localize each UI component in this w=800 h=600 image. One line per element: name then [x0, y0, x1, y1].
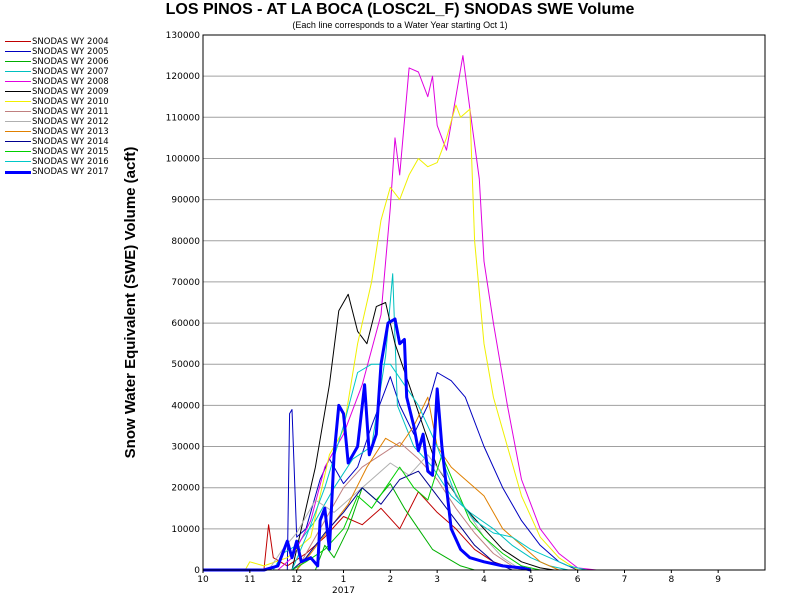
y-tick-label: 120000 — [166, 72, 201, 82]
legend-label: SNODAS WY 2015 — [32, 147, 109, 157]
legend-item: SNODAS WY 2013 — [5, 127, 155, 137]
series-line-snodas-wy-2008 — [203, 55, 597, 571]
y-tick-label: 30000 — [171, 443, 200, 453]
series-line-snodas-wy-2013 — [203, 396, 560, 571]
y-axis-label: Snow Water Equivalent (SWE) Volume (acft… — [122, 147, 139, 459]
legend-item: SNODAS WY 2005 — [5, 47, 155, 57]
legend-label: SNODAS WY 2013 — [32, 127, 109, 137]
legend-label: SNODAS WY 2007 — [32, 67, 109, 77]
x-tick-labels: 10 11 12 1 2 3 4 5 6 7 8 9 — [197, 570, 721, 585]
legend-item: SNODAS WY 2006 — [5, 57, 155, 67]
legend-label: SNODAS WY 2017 — [32, 167, 109, 177]
series-line-snodas-wy-2010 — [203, 104, 578, 571]
x-tick-label: 6 — [575, 575, 581, 585]
legend-swatch — [5, 121, 31, 122]
y-tick-label: 40000 — [171, 401, 200, 411]
legend-item: SNODAS WY 2004 — [5, 37, 155, 47]
legend-item: SNODAS WY 2010 — [5, 97, 155, 107]
legend-label: SNODAS WY 2008 — [32, 77, 109, 87]
legend-label: SNODAS WY 2011 — [32, 107, 109, 117]
series-lines — [203, 55, 597, 572]
legend-item: SNODAS WY 2007 — [5, 67, 155, 77]
x-tick-label: 8 — [668, 575, 674, 585]
legend-swatch — [5, 51, 31, 52]
legend-label: SNODAS WY 2016 — [32, 157, 109, 167]
legend-swatch — [5, 91, 31, 92]
x-tick-label: 10 — [197, 575, 209, 585]
y-tick-label: 130000 — [166, 31, 201, 41]
y-tick-label: 50000 — [171, 360, 200, 370]
legend-item: SNODAS WY 2016 — [5, 157, 155, 167]
series-line-snodas-wy-2015 — [203, 454, 541, 571]
legend-swatch — [5, 131, 31, 132]
series-line-snodas-wy-2005 — [203, 372, 578, 571]
series-line-snodas-wy-2012 — [203, 454, 522, 571]
x-tick-label: 9 — [715, 575, 721, 585]
legend-item: SNODAS WY 2012 — [5, 117, 155, 127]
y-tick-label: 70000 — [171, 278, 200, 288]
x-tick-label: 11 — [244, 575, 255, 585]
series-line-snodas-wy-2016 — [203, 363, 588, 571]
legend-item: SNODAS WY 2017 — [5, 167, 155, 177]
series-line-snodas-wy-2007 — [203, 273, 569, 571]
x-year-label: 2017 — [332, 586, 355, 596]
x-tick-label: 4 — [481, 575, 487, 585]
legend-swatch — [5, 41, 31, 42]
y-tick-label: 80000 — [171, 237, 200, 247]
y-tick-label: 20000 — [171, 484, 200, 494]
chart-title: LOS PINOS - AT LA BOCA (LOSC2L_F) SNODAS… — [165, 1, 635, 18]
legend-swatch — [5, 61, 31, 62]
x-tick-label: 1 — [341, 575, 347, 585]
x-tick-label: 3 — [434, 575, 440, 585]
series-line-snodas-wy-2014 — [203, 470, 513, 571]
legend-label: SNODAS WY 2009 — [32, 87, 109, 97]
legend-label: SNODAS WY 2012 — [32, 117, 109, 127]
legend-item: SNODAS WY 2014 — [5, 137, 155, 147]
gridlines — [203, 34, 765, 571]
legend-swatch — [5, 151, 31, 152]
legend-swatch — [5, 71, 31, 72]
series-line-snodas-wy-2004 — [203, 491, 531, 571]
y-tick-label: 90000 — [171, 196, 200, 206]
legend-swatch — [5, 161, 31, 162]
legend-item: SNODAS WY 2015 — [5, 147, 155, 157]
legend-label: SNODAS WY 2010 — [32, 97, 109, 107]
series-line-snodas-wy-2017 — [203, 317, 532, 572]
y-tick-label: 60000 — [171, 319, 200, 329]
legend-label: SNODAS WY 2005 — [32, 47, 109, 57]
legend-item: SNODAS WY 2008 — [5, 77, 155, 87]
legend-swatch — [5, 81, 31, 82]
legend-item: SNODAS WY 2009 — [5, 87, 155, 97]
legend-label: SNODAS WY 2014 — [32, 137, 109, 147]
legend-label: SNODAS WY 2006 — [32, 57, 109, 67]
plot-frame — [202, 34, 766, 571]
x-tick-label: 2 — [387, 575, 393, 585]
series-line-snodas-wy-2011 — [203, 441, 531, 571]
y-tick-label: 110000 — [166, 113, 201, 123]
y-tick-label: 100000 — [166, 154, 201, 164]
legend-item: SNODAS WY 2011 — [5, 107, 155, 117]
chart-subtitle: (Each line corresponds to a Water Year s… — [292, 20, 508, 30]
y-tick-label: 0 — [194, 566, 200, 576]
legend-swatch — [5, 141, 31, 142]
legend-swatch — [5, 101, 31, 102]
legend-swatch — [5, 111, 31, 112]
x-tick-label: 12 — [291, 575, 302, 585]
x-tick-label: 5 — [528, 575, 534, 585]
x-tick-label: 7 — [622, 575, 628, 585]
y-tick-label: 10000 — [171, 525, 200, 535]
legend: SNODAS WY 2004 SNODAS WY 2005 SNODAS WY 20… — [5, 37, 155, 177]
y-tick-labels: 0 10000 20000 30000 40000 50000 60000 70000 8000… — [166, 31, 201, 576]
legend-label: SNODAS WY 2004 — [32, 37, 109, 47]
legend-swatch — [5, 171, 31, 174]
